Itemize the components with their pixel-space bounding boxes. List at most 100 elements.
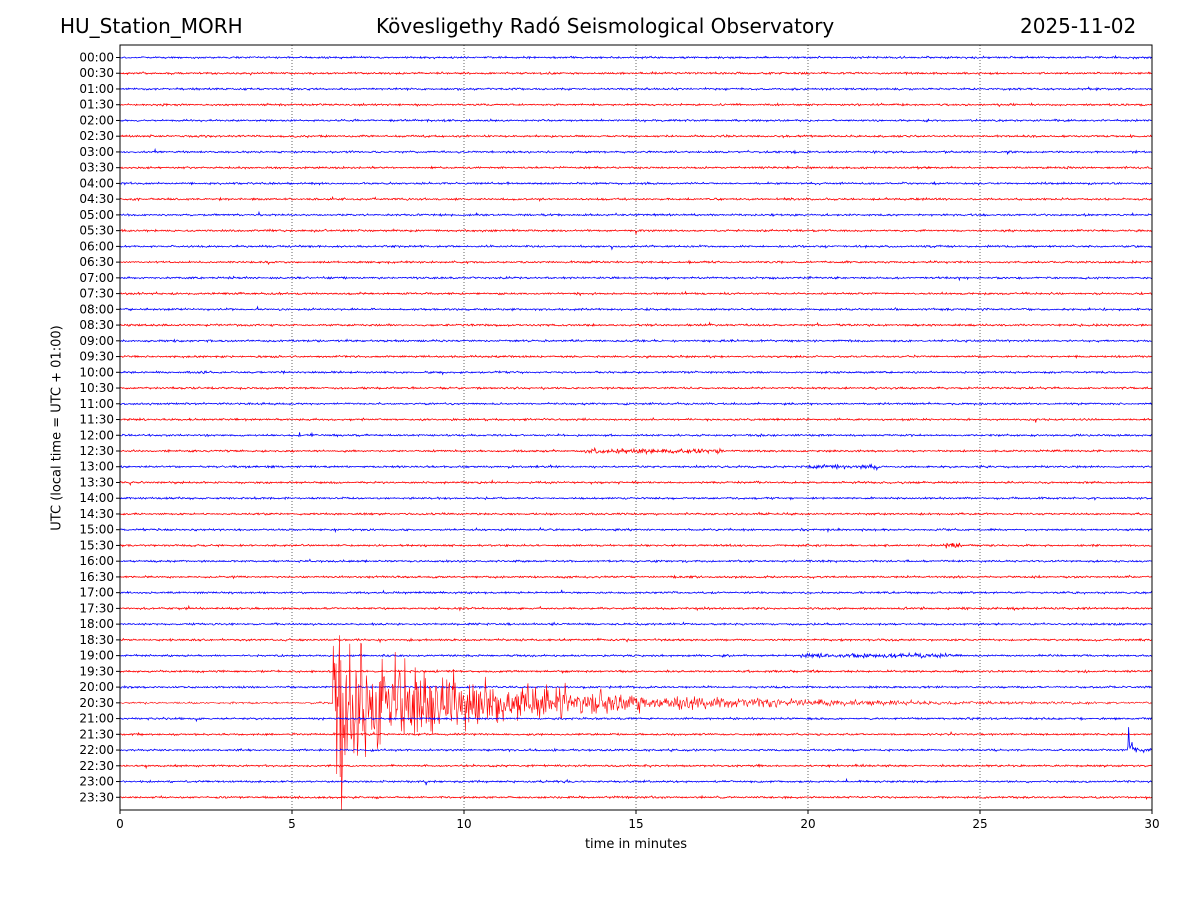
seismogram-trace	[119, 354, 1153, 360]
seismogram-trace	[119, 290, 1153, 297]
seismogram-trace	[119, 651, 1153, 659]
seismogram-trace	[119, 133, 1153, 139]
seismogram-trace	[119, 210, 1153, 218]
y-tick-label: 10:00	[79, 365, 114, 379]
seismogram-trace	[119, 716, 1153, 723]
y-tick-label: 11:30	[79, 413, 114, 427]
seismogram-trace	[119, 635, 1153, 811]
seismogram-trace	[119, 244, 1153, 251]
seismogram-trace	[119, 637, 1153, 644]
y-axis-label: UTC (local time = UTC + 01:00)	[49, 325, 65, 531]
seismogram-trace	[119, 526, 1153, 534]
y-tick-label: 17:00	[79, 586, 114, 600]
y-tick-label: 04:00	[79, 176, 114, 190]
y-tick-label: 05:30	[79, 224, 114, 238]
y-tick-label: 16:30	[79, 570, 114, 584]
y-tick-label: 19:30	[79, 664, 114, 678]
y-tick-label: 21:00	[79, 712, 114, 726]
y-tick-label: 11:00	[79, 397, 114, 411]
seismogram-trace	[119, 54, 1153, 60]
y-tick-label: 22:30	[79, 759, 114, 773]
x-axis-label: time in minutes	[584, 837, 688, 852]
chart-title: Kövesligethy Radó Seismological Observat…	[376, 14, 835, 38]
y-tick-label: 21:30	[79, 727, 114, 741]
x-tick-label: 30	[1144, 817, 1159, 831]
y-tick-label: 20:30	[79, 696, 114, 710]
y-tick-label: 00:00	[79, 51, 114, 65]
seismogram-trace	[119, 574, 1153, 580]
seismogram-trace	[119, 463, 1153, 472]
seismogram-trace	[119, 604, 1153, 612]
chart-date: 2025-11-02	[1020, 14, 1137, 38]
y-tick-label: 09:00	[79, 334, 114, 348]
y-tick-label: 16:00	[79, 554, 114, 568]
y-tick-label: 00:30	[79, 66, 114, 80]
y-tick-label: 01:00	[79, 82, 114, 96]
seismogram-trace	[119, 727, 1153, 754]
y-tick-label: 19:00	[79, 649, 114, 663]
seismogram-trace	[119, 228, 1153, 236]
seismogram-trace	[119, 542, 1153, 549]
seismogram-trace	[119, 431, 1153, 438]
y-tick-label: 14:30	[79, 507, 114, 521]
seismogram-trace	[119, 511, 1153, 517]
y-tick-label: 07:00	[79, 271, 114, 285]
seismogram-trace	[119, 118, 1153, 123]
seismogram-trace	[119, 102, 1153, 108]
y-tick-label: 08:00	[79, 302, 114, 316]
seismogram-trace	[119, 259, 1153, 266]
seismogram-trace	[119, 321, 1153, 328]
y-tick-label: 06:30	[79, 255, 114, 269]
seismogram-trace	[119, 558, 1153, 564]
seismogram-trace	[119, 275, 1153, 282]
y-tick-label: 10:30	[79, 381, 114, 395]
y-tick-label: 15:00	[79, 523, 114, 537]
y-tick-label: 20:00	[79, 680, 114, 694]
seismogram-trace	[119, 86, 1153, 92]
y-tick-label: 17:30	[79, 601, 114, 615]
seismogram-trace	[119, 147, 1153, 156]
seismogram-trace	[119, 416, 1153, 423]
seismogram-trace	[119, 338, 1153, 344]
x-tick-label: 5	[288, 817, 296, 831]
seismogram-trace	[119, 794, 1153, 801]
y-tick-label: 23:30	[79, 790, 114, 804]
seismogram-trace	[119, 370, 1153, 376]
y-tick-label: 22:00	[79, 743, 114, 757]
y-tick-label: 02:30	[79, 129, 114, 143]
seismogram-trace	[119, 195, 1153, 203]
seismogram-trace	[119, 684, 1153, 690]
x-tick-label: 25	[972, 817, 987, 831]
y-tick-label: 09:30	[79, 350, 114, 364]
seismogram-trace	[119, 479, 1153, 486]
x-tick-label: 10	[456, 817, 471, 831]
y-tick-label: 23:00	[79, 775, 114, 789]
seismogram-trace	[119, 731, 1153, 737]
y-tick-label: 18:00	[79, 617, 114, 631]
y-tick-label: 13:00	[79, 460, 114, 474]
y-tick-label: 05:00	[79, 208, 114, 222]
y-tick-label: 18:30	[79, 633, 114, 647]
y-tick-label: 01:30	[79, 98, 114, 112]
seismogram-trace	[119, 496, 1153, 501]
seismogram-trace	[119, 401, 1153, 406]
seismogram-trace	[119, 621, 1153, 627]
y-tick-label: 03:00	[79, 145, 114, 159]
y-tick-label: 14:00	[79, 491, 114, 505]
station-name: HU_Station_MORH	[60, 14, 243, 38]
y-tick-label: 13:30	[79, 475, 114, 489]
seismogram-trace	[119, 165, 1153, 171]
x-tick-label: 20	[800, 817, 815, 831]
y-tick-label: 02:00	[79, 113, 114, 127]
y-tick-label: 15:30	[79, 538, 114, 552]
y-tick-label: 04:30	[79, 192, 114, 206]
seismogram-trace	[119, 70, 1153, 76]
seismogram-trace	[119, 446, 1153, 456]
seismogram-trace	[119, 180, 1153, 186]
x-tick-label: 0	[116, 817, 124, 831]
seismogram-trace	[119, 305, 1153, 312]
seismogram-trace	[119, 777, 1153, 786]
y-tick-label: 12:00	[79, 428, 114, 442]
seismogram-trace	[119, 589, 1153, 595]
